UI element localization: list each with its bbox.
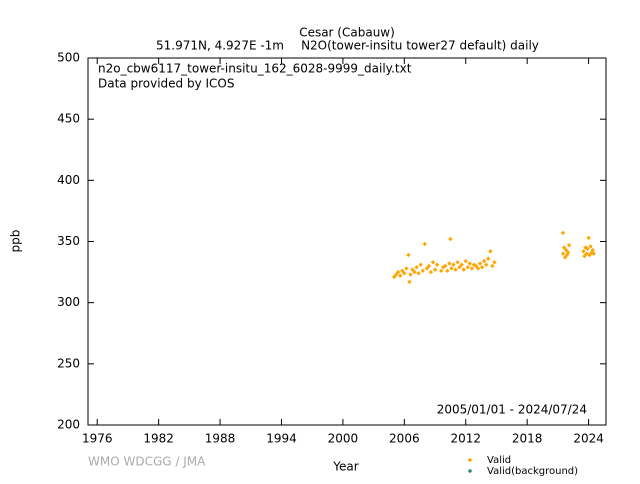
y-tick-label: 500 [57, 51, 80, 65]
data-point [479, 264, 485, 270]
y-tick-label: 200 [57, 418, 80, 432]
data-point [422, 241, 428, 247]
data-point [410, 267, 415, 272]
data-point [445, 268, 450, 274]
x-tick-label: 2006 [389, 432, 420, 446]
data-point [424, 266, 430, 271]
legend-label: Valid [487, 455, 511, 466]
data-point [477, 261, 483, 266]
data-point [484, 262, 489, 267]
legend-marker [467, 468, 473, 474]
data-point [565, 250, 571, 255]
data-point [563, 247, 569, 253]
data-point [449, 266, 454, 271]
x-tick-label: 1982 [143, 432, 174, 446]
data-point [473, 263, 479, 269]
data-point [463, 258, 468, 264]
period-label: 2005/01/01 - 2024/07/24 [437, 403, 587, 417]
chart-title: Cesar (Cabauw) [299, 26, 395, 40]
data-point [587, 252, 592, 258]
plot-frame [87, 57, 607, 426]
data-point [467, 261, 473, 266]
legend-label: Valid(background) [487, 466, 578, 477]
data-point [391, 274, 397, 280]
x-tick-label: 1976 [82, 432, 113, 446]
data-point [564, 252, 570, 258]
data-point [475, 266, 481, 271]
x-tick-label: 2018 [512, 432, 543, 446]
y-tick-label: 450 [57, 112, 80, 126]
data-point [393, 272, 399, 277]
data-point [407, 279, 412, 285]
credit: WMO WDCGG / JMA [88, 455, 206, 469]
y-tick-label: 250 [57, 356, 80, 370]
data-point [402, 271, 407, 276]
x-tick-label: 2000 [328, 432, 359, 446]
data-point [395, 269, 401, 275]
annotation: n2o_cbw6117_tower-insitu_162_6028-9999_d… [98, 62, 412, 76]
data-point [583, 245, 588, 250]
data-point [490, 263, 495, 269]
x-axis-label: Year [332, 460, 358, 474]
data-point [414, 264, 419, 270]
data-point [443, 263, 448, 269]
chart-subtitle: N2O(tower-insitu tower27 default) daily [301, 39, 539, 53]
data-point [406, 252, 411, 258]
data-point [416, 271, 421, 276]
data-point [461, 267, 466, 272]
y-tick-label: 350 [57, 234, 80, 248]
data-point [581, 249, 586, 254]
chart-subtitle: 51.971N, 4.927E -1m [156, 39, 284, 53]
y-tick-label: 400 [57, 173, 80, 187]
data-point [455, 260, 460, 265]
data-point [438, 268, 444, 274]
data-point [585, 246, 590, 252]
data-point [481, 258, 487, 264]
data-point [459, 262, 464, 267]
data-point [447, 261, 452, 266]
legend-marker [467, 457, 473, 463]
data-point [591, 251, 596, 256]
data-point [434, 262, 440, 267]
data-point [562, 255, 568, 260]
data-point [566, 242, 572, 248]
annotation: Data provided by ICOS [98, 77, 234, 91]
data-point [486, 256, 491, 261]
data-point [561, 245, 567, 250]
x-tick-label: 1994 [266, 432, 297, 446]
data-point [426, 263, 432, 269]
data-point [418, 262, 423, 267]
data-point [400, 268, 405, 274]
data-point [430, 260, 436, 265]
x-tick-label: 1988 [205, 432, 236, 446]
x-tick-label: 2024 [573, 432, 604, 446]
data-point [488, 249, 493, 254]
data-point [412, 269, 417, 275]
data-point [448, 236, 453, 242]
data-point [432, 267, 438, 272]
y-tick-label: 300 [57, 295, 80, 309]
data-point [453, 267, 458, 272]
data-point [404, 266, 409, 271]
data-point [560, 251, 566, 256]
data-point [465, 264, 470, 270]
data-point [590, 247, 595, 253]
data-point [398, 273, 403, 278]
data-point [420, 268, 425, 274]
data-point [584, 251, 589, 256]
data-point [492, 260, 497, 265]
data-point [469, 266, 475, 271]
data-point [582, 253, 587, 259]
data-point [588, 244, 593, 249]
data-point [457, 264, 462, 270]
data-point [408, 272, 413, 277]
x-tick-label: 2012 [450, 432, 481, 446]
data-point [586, 235, 591, 241]
y-axis-label: ppb [9, 230, 23, 253]
data-point [560, 230, 566, 236]
data-point [451, 262, 456, 267]
data-point [428, 269, 434, 275]
